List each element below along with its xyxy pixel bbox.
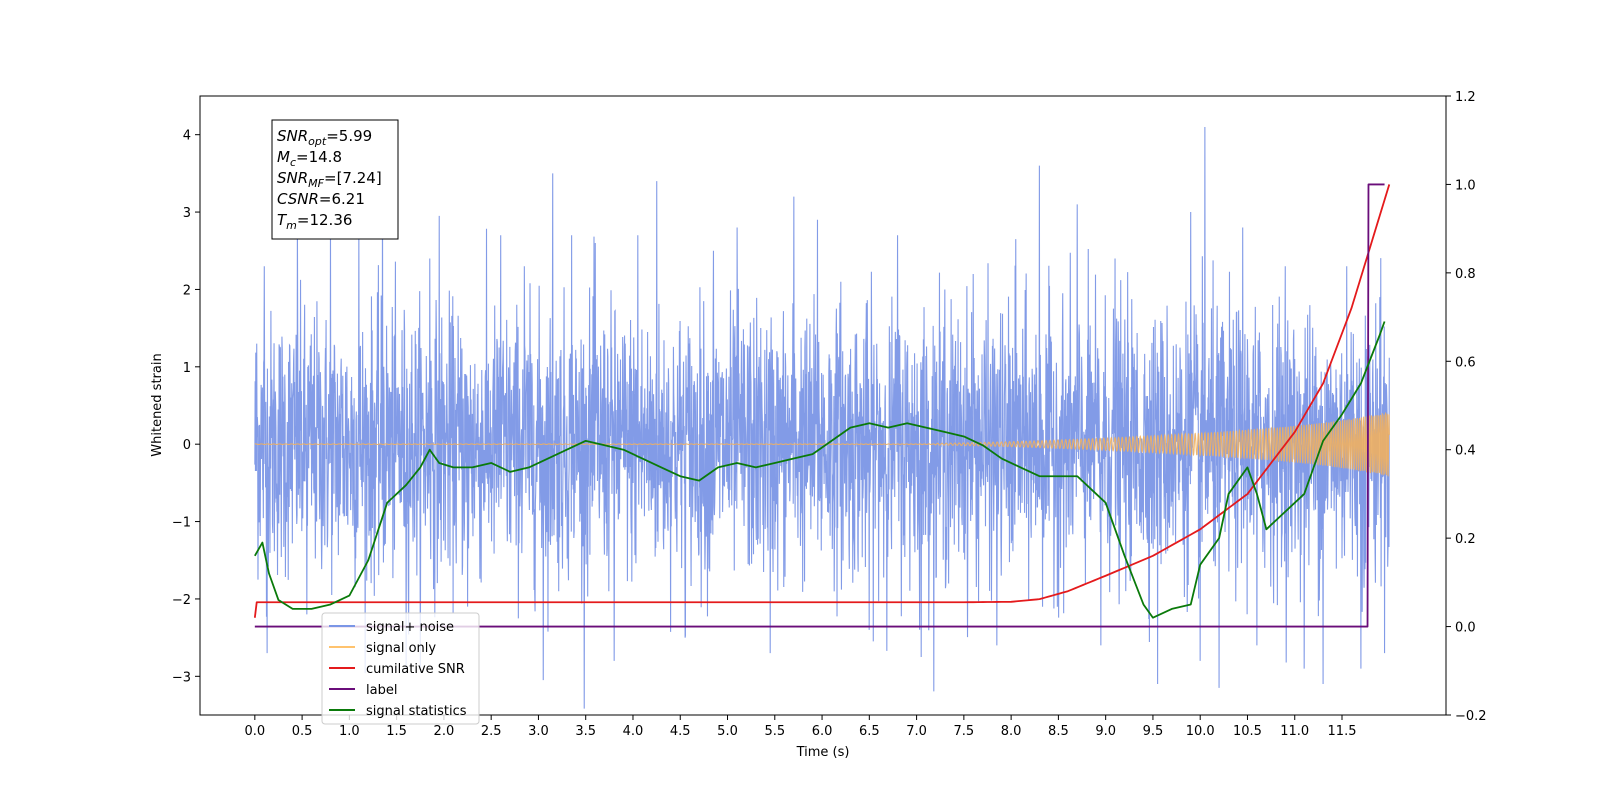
x-tick-label: 1.5 bbox=[386, 724, 407, 739]
x-tick-label: 9.0 bbox=[1095, 724, 1116, 739]
x-axis: 0.0 0.5 1.0 1.5 2.0 2.5 3.0 3.5 4.0 4.5 5.0 5.5 6.0 6… bbox=[244, 715, 1356, 739]
y-left-tick-label: −1 bbox=[172, 516, 191, 531]
y-left-tick-label: −2 bbox=[172, 593, 191, 608]
annotation-frame bbox=[271, 119, 399, 240]
x-tick-label: 8.0 bbox=[1001, 724, 1022, 739]
y-right-tick-label: 0.2 bbox=[1455, 532, 1476, 547]
y-left-tick-label: 1 bbox=[183, 361, 191, 376]
legend-item-label: signal only bbox=[366, 641, 436, 656]
y-right-tick-label: −0.2 bbox=[1455, 709, 1487, 724]
x-tick-label: 5.5 bbox=[764, 724, 785, 739]
legend: signal+ noise signal only cumilative SNR la… bbox=[321, 612, 480, 725]
x-tick-label: 1.0 bbox=[339, 724, 360, 739]
x-tick-label: 6.0 bbox=[812, 724, 833, 739]
x-tick-label: 2.5 bbox=[481, 724, 502, 739]
plot-frame bbox=[199, 95, 1447, 716]
x-tick-label: 0.5 bbox=[292, 724, 313, 739]
legend-item-label: cumilative SNR bbox=[366, 662, 465, 677]
y-axis-right: −0.2 0.0 0.2 0.4 0.6 0.8 1.0 1.2 bbox=[1446, 90, 1487, 724]
series-signal-noise-line bbox=[254, 126, 1390, 709]
x-tick-label: 3.5 bbox=[575, 724, 596, 739]
y-right-tick-label: 0.6 bbox=[1455, 355, 1476, 370]
x-tick-label: 2.0 bbox=[434, 724, 455, 739]
legend-item-label: label bbox=[366, 683, 397, 698]
annotation-line: Mc=14.8 bbox=[277, 148, 342, 169]
series-signal-only-line bbox=[254, 412, 1390, 477]
x-tick-label: 10.0 bbox=[1186, 724, 1215, 739]
y-left-tick-label: 3 bbox=[183, 206, 191, 221]
x-tick-label: 11.0 bbox=[1280, 724, 1309, 739]
annotation-line: Tm=12.36 bbox=[277, 211, 352, 232]
y-axis-left: −3 −2 −1 0 1 2 3 4 bbox=[172, 129, 200, 685]
x-tick-label: 10.5 bbox=[1233, 724, 1262, 739]
y-left-tick-label: −3 bbox=[172, 670, 191, 685]
y-left-tick-label: 0 bbox=[183, 438, 191, 453]
y-right-tick-label: 0.0 bbox=[1455, 621, 1476, 636]
plot-series bbox=[253, 126, 1391, 709]
x-tick-label: 6.5 bbox=[859, 724, 880, 739]
legend-frame bbox=[321, 612, 480, 725]
x-axis-label: Time (s) bbox=[796, 745, 850, 760]
y-left-tick-label: 4 bbox=[183, 129, 191, 144]
x-tick-label: 3.0 bbox=[528, 724, 549, 739]
legend-item-label: signal statistics bbox=[366, 704, 467, 719]
x-tick-label: 7.0 bbox=[906, 724, 927, 739]
annotation-line: SNRMF=[7.24] bbox=[277, 169, 382, 190]
x-tick-label: 4.0 bbox=[623, 724, 644, 739]
x-tick-label: 4.5 bbox=[670, 724, 691, 739]
x-tick-label: 8.5 bbox=[1048, 724, 1069, 739]
annotation-line: SNRopt=5.99 bbox=[277, 127, 372, 148]
x-tick-label: 9.5 bbox=[1143, 724, 1164, 739]
series-cumilative-snr-line bbox=[253, 184, 1391, 618]
y-right-tick-label: 0.8 bbox=[1455, 267, 1476, 282]
series-label-line bbox=[254, 183, 1385, 628]
y-right-tick-label: 0.4 bbox=[1455, 444, 1476, 459]
x-tick-label: 0.0 bbox=[244, 724, 265, 739]
y-left-tick-label: 2 bbox=[183, 283, 191, 298]
x-tick-label: 7.5 bbox=[954, 724, 975, 739]
y-right-tick-label: 1.0 bbox=[1455, 178, 1476, 193]
y-right-tick-label: 1.2 bbox=[1455, 90, 1476, 105]
legend-item-label: signal+ noise bbox=[366, 620, 454, 635]
x-tick-label: 5.0 bbox=[717, 724, 738, 739]
series-signal-statistics-line bbox=[254, 321, 1386, 619]
annotation-line: CSNR=6.21 bbox=[277, 190, 365, 208]
x-tick-label: 11.5 bbox=[1328, 724, 1357, 739]
y-axis-left-label: Whitened strain bbox=[150, 353, 165, 456]
